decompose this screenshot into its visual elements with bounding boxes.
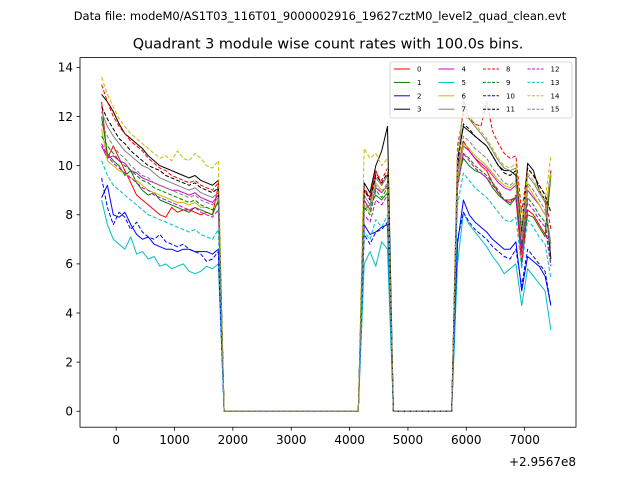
legend-label: 6 [462, 92, 467, 100]
y-tick-label: 0 [65, 405, 73, 419]
legend-label: 12 [551, 66, 560, 74]
series-line-12 [101, 143, 552, 412]
series-line-10 [101, 177, 552, 412]
y-axis: 0 2 4 6 8 10 12 14 [58, 61, 80, 419]
plot-area [101, 77, 552, 412]
series-line-0 [101, 101, 552, 412]
x-tick-label: 6000 [451, 433, 482, 447]
y-tick-label: 6 [65, 257, 73, 271]
series-line-2 [101, 184, 552, 412]
series-line-9 [101, 135, 552, 412]
x-tick-label: 5000 [393, 433, 424, 447]
series-line-14 [101, 77, 552, 412]
legend-label: 9 [506, 79, 510, 87]
legend-label: 2 [417, 92, 421, 100]
y-tick-label: 2 [65, 355, 73, 369]
series-line-11 [101, 106, 552, 412]
legend-label: 1 [417, 79, 421, 87]
legend-label: 5 [462, 79, 466, 87]
x-offset-label: +2.9567e8 [509, 455, 576, 469]
y-tick-label: 10 [58, 159, 73, 173]
series-line-6 [101, 128, 552, 412]
legend-label: 7 [462, 106, 466, 114]
series-line-1 [101, 116, 552, 412]
x-tick-label: 4000 [334, 433, 365, 447]
series-line-15 [101, 123, 552, 412]
chart-title: Quadrant 3 module wise count rates with … [133, 37, 524, 53]
x-tick-label: 7000 [509, 433, 540, 447]
legend-label: 11 [506, 106, 515, 114]
series-line-5 [101, 199, 552, 412]
x-tick-label: 0 [112, 433, 120, 447]
legend-label: 0 [417, 66, 421, 74]
y-tick-label: 14 [58, 61, 73, 75]
legend-label: 4 [462, 66, 467, 74]
axes-frame [79, 57, 577, 428]
y-tick-label: 4 [65, 306, 73, 320]
legend-label: 10 [506, 92, 515, 100]
legend-label: 3 [417, 106, 421, 114]
x-tick-label: 1000 [159, 433, 190, 447]
legend-label: 8 [506, 66, 510, 74]
x-axis: 0 1000 2000 3000 4000 5000 6000 7000 [112, 427, 540, 447]
series-line-4 [101, 145, 552, 412]
legend-label: 15 [551, 106, 560, 114]
legend-label: 13 [551, 79, 560, 87]
suptitle: Data file: modeM0/AS1T03_116T01_90000029… [74, 9, 567, 23]
series-line-7 [101, 98, 552, 412]
x-tick-label: 2000 [218, 433, 249, 447]
series-line-3 [101, 94, 552, 412]
series-line-8 [101, 84, 552, 412]
y-tick-label: 8 [65, 208, 73, 222]
y-tick-label: 12 [58, 110, 73, 124]
legend-box [389, 61, 573, 119]
x-tick-label: 3000 [276, 433, 307, 447]
series-line-13 [101, 160, 552, 412]
legend-label: 14 [551, 92, 560, 100]
